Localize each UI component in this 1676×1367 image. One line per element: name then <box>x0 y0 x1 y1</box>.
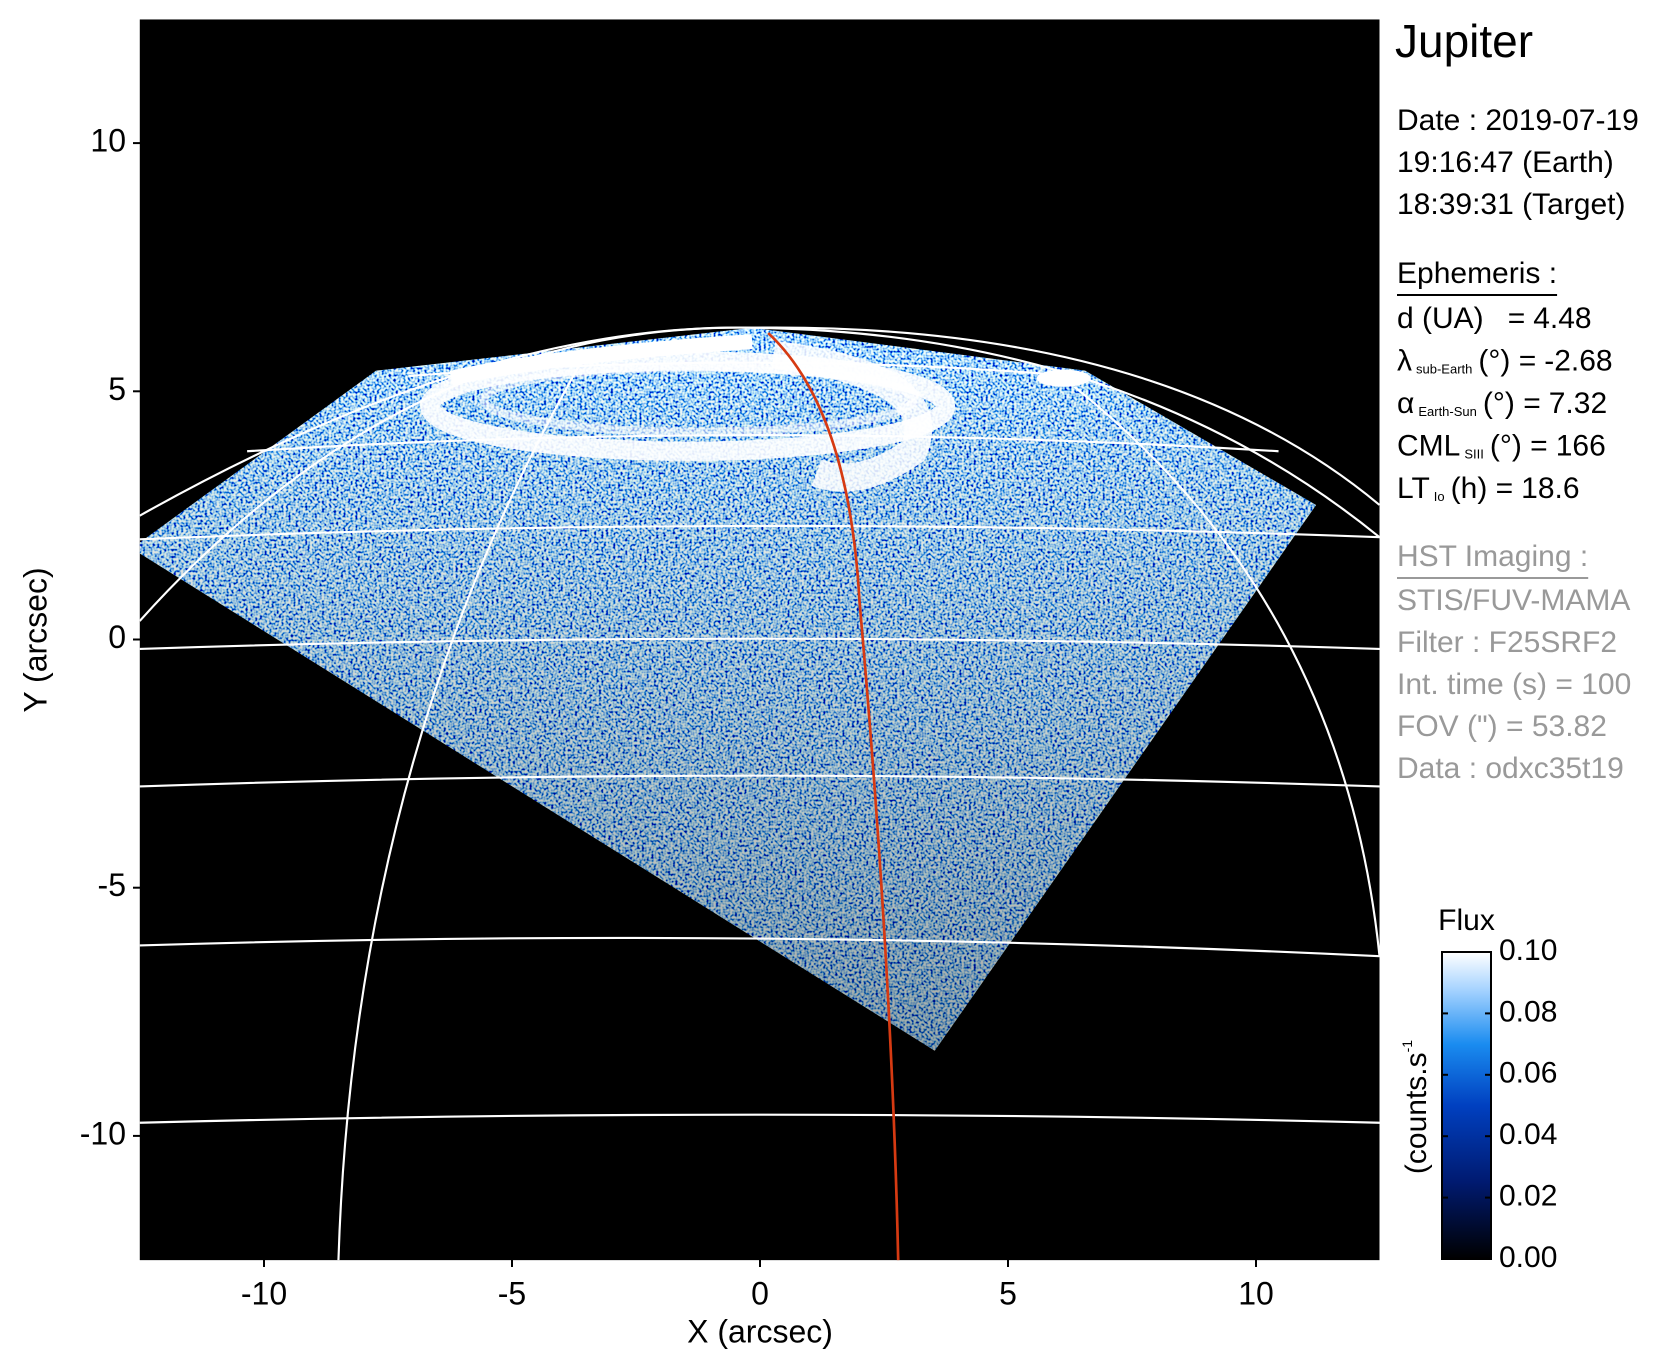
label-text: (counts.s <box>1400 1052 1433 1174</box>
y-tick-label: -5 <box>98 867 126 903</box>
instrument-title: HST Imaging : <box>1397 540 1588 573</box>
row-value: 18.6 <box>1521 472 1579 505</box>
instrument-line: FOV (") = 53.82 <box>1397 710 1607 743</box>
row-name: α <box>1397 387 1414 420</box>
date-line: 19:16:47 (Earth) <box>1397 146 1614 179</box>
label-superscript: -1 <box>1399 1040 1415 1053</box>
x-tick-label: -10 <box>241 1275 287 1311</box>
row-suffix: (°) = <box>1490 429 1548 462</box>
colorbar-tick-label: 0.08 <box>1499 995 1557 1028</box>
row-value: -2.68 <box>1544 344 1612 377</box>
row-value: 166 <box>1556 429 1606 462</box>
instrument-line: STIS/FUV-MAMA <box>1397 584 1630 617</box>
row-value: 4.48 <box>1533 302 1591 335</box>
instrument-line: Filter : F25SRF2 <box>1397 626 1617 659</box>
x-tick-label: -5 <box>498 1275 526 1311</box>
row-suffix: (h) = <box>1451 472 1514 505</box>
ephemeris-row: α Earth-Sun (°) = 7.32 <box>1397 387 1607 420</box>
ephemeris-row: λ sub-Earth (°) = -2.68 <box>1397 344 1613 377</box>
x-tick-label: 5 <box>999 1275 1017 1311</box>
colorbar-tick-label: 0.02 <box>1499 1180 1557 1213</box>
y-tick-label: 5 <box>108 371 126 407</box>
row-subscript: sub-Earth <box>1416 362 1472 377</box>
row-name: CML <box>1397 429 1460 462</box>
x-tick-label: 10 <box>1238 1275 1274 1311</box>
row-suffix: (°) = <box>1483 387 1541 420</box>
image-panel <box>139 19 1380 1261</box>
ephemeris-title: Ephemeris : <box>1397 257 1557 290</box>
colorbar-label: (counts.s-1 <box>1399 1040 1433 1174</box>
row-suffix: (°) = <box>1478 344 1536 377</box>
colorbar <box>1441 951 1492 1260</box>
row-subscript: Io <box>1434 489 1445 504</box>
row-value: 7.32 <box>1549 387 1607 420</box>
planet-grid <box>139 326 1380 1261</box>
colorbar-tick-label: 0.00 <box>1499 1241 1557 1274</box>
io-footpath <box>767 332 900 1261</box>
date-line: Date : 2019-07-19 <box>1397 104 1639 137</box>
row-name: λ <box>1397 344 1412 377</box>
row-subscript: SIII <box>1464 447 1484 462</box>
ephemeris-row: LT Io (h) = 18.6 <box>1397 472 1580 505</box>
ephemeris-row: d (UA) = 4.48 <box>1397 302 1592 335</box>
colorbar-tick-label: 0.10 <box>1499 934 1557 967</box>
row-suffix: = <box>1508 302 1526 335</box>
date-line: 18:39:31 (Target) <box>1397 188 1625 221</box>
x-tick-label: 0 <box>751 1275 769 1311</box>
title: Jupiter <box>1395 15 1533 67</box>
ephemeris-row: CML SIII (°) = 166 <box>1397 429 1606 462</box>
y-tick-label: 0 <box>108 619 126 655</box>
row-name: d (UA) <box>1397 302 1484 335</box>
y-tick-label: 10 <box>90 123 126 159</box>
instrument-line: Data : odxc35t19 <box>1397 752 1624 785</box>
instrument-line: Int. time (s) = 100 <box>1397 668 1631 701</box>
y-tick-label: -10 <box>80 1115 126 1151</box>
row-name: LT <box>1397 472 1430 505</box>
colorbar-tick-label: 0.06 <box>1499 1057 1557 1090</box>
colorbar-tick-label: 0.04 <box>1499 1118 1557 1151</box>
colorbar-title: Flux <box>1438 904 1495 937</box>
aurora <box>420 334 1091 492</box>
x-axis-label: X (arcsec) <box>687 1313 833 1349</box>
y-axis-label: Y (arcsec) <box>17 567 53 712</box>
row-subscript: Earth-Sun <box>1418 404 1477 419</box>
